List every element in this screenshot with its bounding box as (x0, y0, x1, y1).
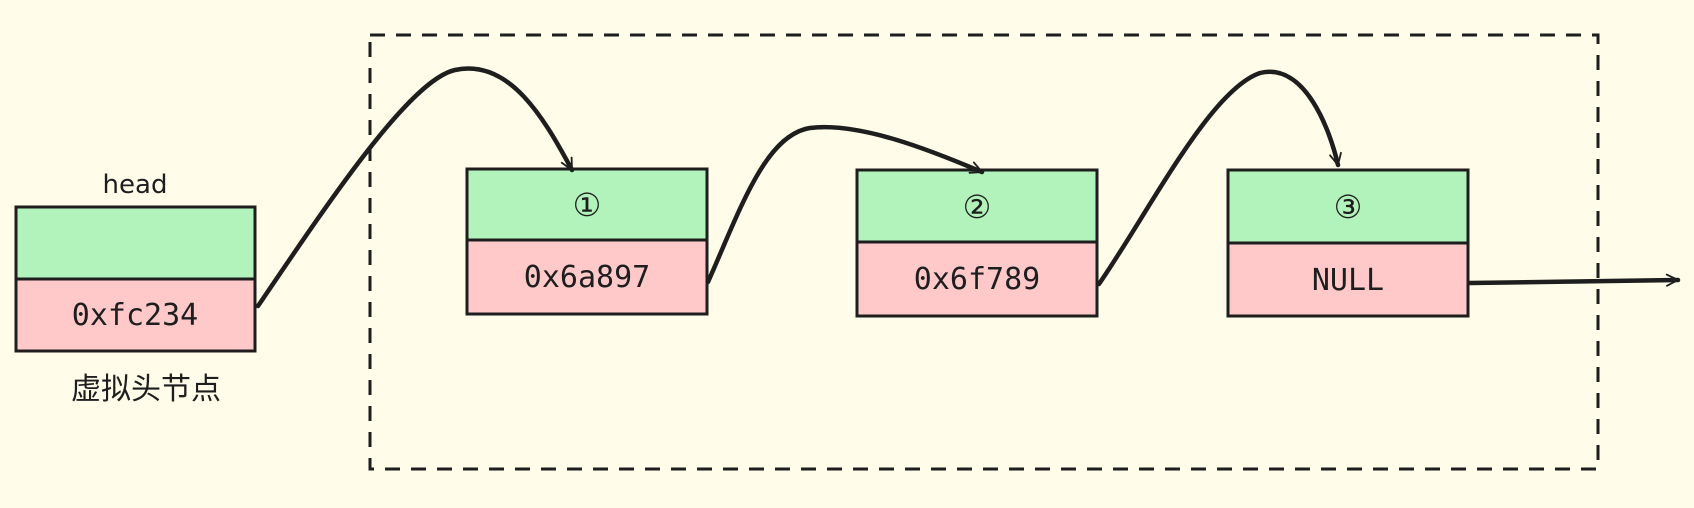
node-2-pointer: 0x6f789 (914, 262, 1040, 297)
head-label: head (103, 170, 168, 200)
node-1-value: ① (573, 186, 602, 224)
dummy-node-pointer-cell (14, 277, 257, 353)
dummy-head-node: 0xfc234 (14, 205, 257, 353)
list-node-2: ② 0x6f789 (855, 168, 1099, 318)
dummy-node-value-cell (14, 205, 257, 281)
node-1-pointer: 0x6a897 (524, 260, 650, 295)
node-1-value-cell (465, 167, 709, 242)
node-2-value: ② (963, 188, 992, 226)
list-node-3: ③ NULL (1226, 168, 1470, 318)
arrow-node-2-to-node-3 (1096, 69, 1342, 287)
node-3-pointer: NULL (1312, 263, 1384, 298)
real-nodes-group-frame (368, 33, 1600, 471)
node-3-value-cell (1226, 168, 1470, 245)
node-1-pointer-cell (465, 238, 709, 316)
arrow-node-3-to-null (1467, 273, 1681, 287)
node-3-pointer-cell (1226, 241, 1470, 318)
dummy-node-caption: 虚拟头节点 (71, 372, 221, 407)
node-2-pointer-cell (855, 240, 1099, 318)
node-3-value: ③ (1334, 188, 1363, 226)
dummy-node-pointer: 0xfc234 (72, 298, 198, 333)
list-node-1: ① 0x6a897 (465, 167, 709, 316)
arrow-dummy-to-node-1 (255, 66, 575, 309)
arrow-node-1-to-node-2 (705, 124, 985, 285)
